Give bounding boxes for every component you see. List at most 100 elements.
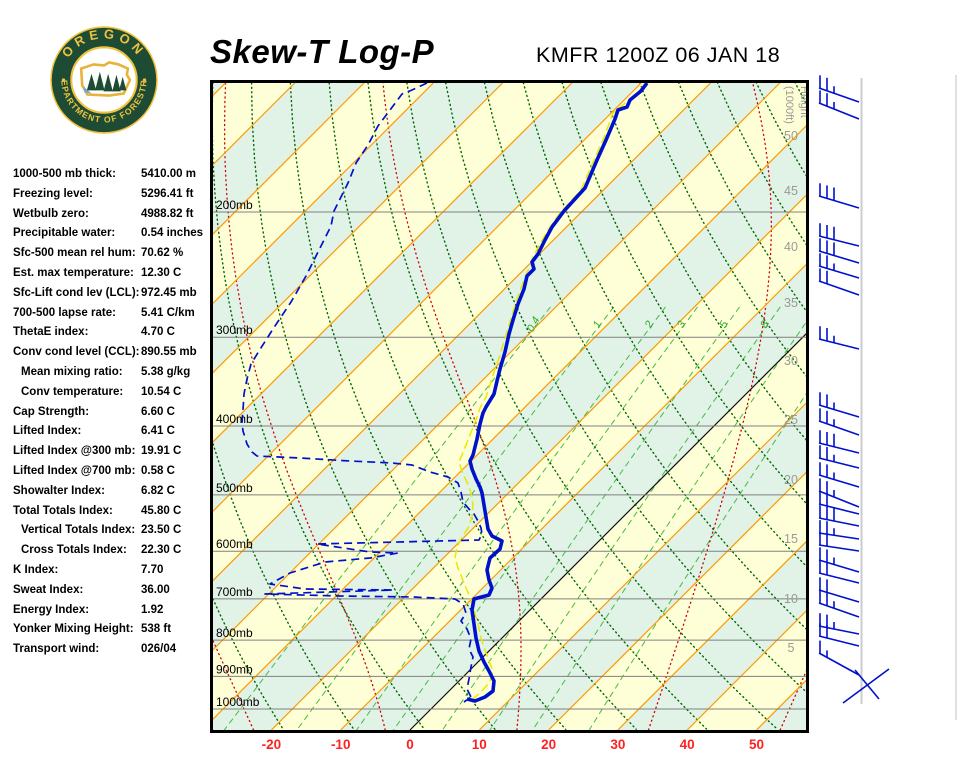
wind-barb bbox=[818, 623, 860, 647]
index-row: Freezing level: 5296.41 ft bbox=[13, 187, 194, 200]
svg-text:600mb: 600mb bbox=[216, 537, 253, 551]
wind-barb bbox=[818, 183, 860, 209]
svg-text:30: 30 bbox=[610, 737, 625, 752]
wind-barb bbox=[818, 75, 860, 103]
svg-text:2: 2 bbox=[642, 319, 656, 331]
svg-text:500mb: 500mb bbox=[216, 481, 253, 495]
index-row: Lifted Index: 6.41 C bbox=[13, 425, 175, 438]
index-row: Lifted Index @300 mb: 19.91 C bbox=[13, 445, 182, 458]
svg-text:1: 1 bbox=[591, 319, 604, 330]
svg-text:20: 20 bbox=[541, 737, 556, 752]
index-row: Wetbulb zero: 4988.82 ft bbox=[13, 207, 194, 220]
index-row: Cap Strength: 6.60 C bbox=[13, 405, 175, 418]
wind-barb bbox=[818, 445, 860, 469]
logo-trees bbox=[86, 71, 127, 92]
isotherm bbox=[213, 83, 781, 651]
svg-text:5: 5 bbox=[788, 641, 795, 655]
wind-barb bbox=[818, 613, 860, 635]
wind-barb bbox=[818, 640, 860, 676]
logo-dot-left bbox=[61, 78, 66, 82]
index-row: K Index: 7.70 bbox=[13, 563, 164, 576]
isotherm bbox=[213, 83, 642, 513]
odf-logo-image: OREGON DEPARTMENT OF FORESTRY bbox=[46, 18, 158, 134]
index-row: Est. max temperature: 12.30 C bbox=[13, 266, 182, 279]
svg-text:800mb: 800mb bbox=[216, 626, 253, 640]
svg-text:900mb: 900mb bbox=[216, 662, 253, 676]
wind-barb bbox=[818, 90, 860, 120]
wind-barb bbox=[818, 223, 860, 247]
page-title: Skew-T Log-P bbox=[210, 33, 435, 70]
svg-text:5: 5 bbox=[717, 318, 731, 330]
svg-text:8: 8 bbox=[758, 318, 772, 330]
wind-barb bbox=[818, 491, 860, 515]
wind-barb bbox=[818, 326, 860, 350]
wind-barb bbox=[818, 268, 860, 296]
isotherm bbox=[213, 83, 226, 97]
temp-axis-labels: -20 -10 0 10 20 30 40 50 bbox=[262, 737, 764, 752]
isotherm bbox=[0, 83, 156, 730]
isotherm bbox=[213, 83, 573, 443]
svg-text:40: 40 bbox=[680, 737, 695, 752]
svg-text:-20: -20 bbox=[262, 737, 282, 752]
dewpoint-trace bbox=[241, 83, 483, 703]
index-row: 1000-500 mb thick: 5410.00 m bbox=[13, 168, 196, 180]
station-datetime: KMFR 1200Z 06 JAN 18 bbox=[536, 43, 781, 67]
svg-text:3: 3 bbox=[675, 318, 689, 330]
svg-text:10: 10 bbox=[472, 737, 487, 752]
index-row: Transport wind: 026/04 bbox=[13, 643, 177, 656]
chart-border bbox=[210, 80, 809, 733]
svg-text:10: 10 bbox=[784, 592, 798, 606]
index-row: Mean mixing ratio: 5.38 g/kg bbox=[21, 365, 191, 378]
isotherm bbox=[213, 125, 806, 720]
index-row: Sfc-Lift cond lev (LCL): 972.45 mb bbox=[13, 286, 197, 299]
index-row: Yonker Mixing Height: 538 ft bbox=[13, 623, 172, 636]
index-row: Cross Totals Index: 22.30 C bbox=[21, 544, 182, 557]
index-row: Showalter Index: 6.82 C bbox=[13, 484, 175, 497]
isotherm bbox=[686, 610, 806, 730]
chart-field: 0.4 1 2 3 5 8 bbox=[0, 83, 960, 730]
svg-text:400mb: 400mb bbox=[216, 412, 253, 426]
isotherm bbox=[213, 83, 711, 582]
wind-barb bbox=[818, 520, 860, 540]
wind-barb bbox=[818, 253, 860, 279]
temperature-trace bbox=[466, 83, 649, 703]
isotherm bbox=[213, 83, 434, 305]
wind-barb bbox=[818, 547, 860, 573]
logo-dot-right bbox=[142, 78, 147, 82]
svg-text:45: 45 bbox=[784, 184, 798, 198]
index-row: Total Totals Index: 45.80 C bbox=[13, 504, 182, 517]
freezing-isotherm bbox=[409, 333, 806, 730]
wind-barb bbox=[818, 505, 860, 527]
index-row: Lifted Index @700 mb: 0.58 C bbox=[13, 464, 175, 477]
isotherm bbox=[617, 541, 806, 730]
index-row: 700-500 lapse rate: 5.41 C/km bbox=[13, 306, 195, 319]
wind-barb bbox=[818, 590, 860, 618]
wind-barb bbox=[818, 408, 860, 436]
wind-barb bbox=[818, 560, 860, 584]
svg-text:20: 20 bbox=[784, 473, 798, 487]
isotherms bbox=[0, 83, 960, 730]
height-scale-labels: 50 45 40 35 30 25 20 15 10 5 bbox=[784, 129, 798, 655]
svg-text:50: 50 bbox=[749, 737, 764, 752]
pressure-labels: 200mb 300mb 400mb 500mb 600mb 700mb 800mb 900mb… bbox=[216, 198, 260, 709]
svg-text:-10: -10 bbox=[331, 737, 351, 752]
svg-text:25: 25 bbox=[784, 413, 798, 427]
isotherm bbox=[340, 263, 806, 730]
svg-text:0: 0 bbox=[406, 737, 414, 752]
svg-text:1000mb: 1000mb bbox=[216, 695, 260, 709]
isotherm bbox=[826, 83, 960, 730]
svg-text:15: 15 bbox=[784, 532, 798, 546]
wind-barb-column bbox=[818, 75, 957, 720]
isotherm bbox=[213, 83, 365, 235]
index-row: Conv temperature: 10.54 C bbox=[21, 385, 182, 398]
isotherm bbox=[478, 402, 806, 730]
isotherm bbox=[270, 194, 806, 730]
wind-barb bbox=[818, 430, 860, 454]
index-row: ThetaE index: 4.70 C bbox=[13, 326, 175, 339]
index-row: Precipitable water: 0.54 inches bbox=[13, 227, 204, 240]
isotherm bbox=[213, 83, 504, 374]
index-row: Sweat Index: 36.00 bbox=[13, 583, 170, 596]
svg-text:(1000ft): (1000ft) bbox=[783, 86, 795, 124]
